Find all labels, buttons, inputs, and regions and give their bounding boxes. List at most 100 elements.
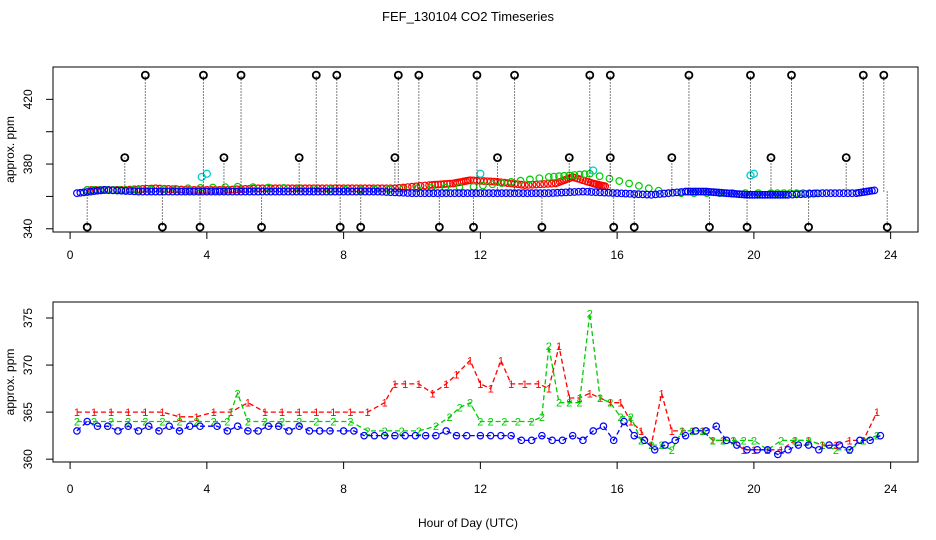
data-point: 2: [245, 417, 251, 429]
data-point: [722, 436, 731, 445]
data-point: [595, 172, 604, 181]
data-point: [549, 189, 557, 197]
data-point: [258, 187, 267, 196]
data-point: [702, 427, 710, 435]
data-point: [103, 422, 112, 431]
data-point: 1: [607, 398, 613, 410]
data-point: 2: [792, 435, 798, 447]
data-point: [596, 188, 604, 197]
data-point: 2: [488, 417, 494, 429]
data-point: 1: [467, 355, 473, 367]
data-point: [450, 189, 459, 198]
data-point: [305, 427, 314, 435]
data-point: [792, 190, 801, 199]
y-tick-label: 365: [21, 402, 35, 422]
spike-point: [742, 222, 752, 232]
data-point: [295, 422, 303, 431]
data-point: 2: [833, 445, 839, 457]
data-point: [876, 431, 885, 440]
data-point: [168, 185, 177, 194]
data-point: [401, 431, 409, 440]
data-point: [788, 190, 797, 199]
spike-point: [879, 70, 889, 80]
y-axis-label: approx. ppm: [3, 349, 17, 416]
data-point: [208, 183, 217, 192]
data-point: [784, 190, 792, 199]
data-point: [814, 189, 822, 198]
data-point: 2: [235, 388, 241, 400]
data-point: [579, 187, 587, 196]
data-point: 1: [443, 379, 449, 391]
data-point: 1: [659, 388, 665, 400]
data-point: [540, 180, 548, 188]
data-point: [155, 187, 164, 196]
data-point: 2: [457, 402, 463, 414]
data-point: [583, 187, 592, 196]
chart-title: FEF_130104 CO2 Timeseries: [382, 9, 554, 24]
data-point: [626, 189, 634, 198]
spike-point: [585, 70, 595, 80]
data-point: 1: [296, 407, 302, 419]
data-point: [673, 188, 681, 197]
data-point: [196, 422, 204, 431]
spike-point: [746, 70, 755, 80]
data-point: 1: [176, 412, 182, 424]
data-point: [497, 179, 506, 187]
data-point: [497, 431, 505, 440]
data-point: [600, 188, 609, 197]
x-tick-label: 0: [67, 248, 74, 262]
data-point: 1: [453, 369, 459, 381]
data-point: [190, 187, 198, 196]
data-point: [644, 184, 653, 193]
data-point: [249, 187, 258, 196]
data-point: [365, 187, 374, 196]
data-point: [343, 187, 352, 196]
data-point: 1: [392, 379, 398, 391]
data-point: [523, 189, 532, 198]
data-point: [704, 187, 713, 196]
data-point: 2: [447, 412, 453, 424]
data-point: [284, 187, 292, 196]
data-point: [108, 186, 117, 195]
data-point: [241, 187, 250, 196]
data-point: [350, 427, 358, 435]
data-point: [797, 190, 805, 199]
spike-point: [311, 70, 321, 80]
data-point: [442, 189, 451, 198]
spike-point: [335, 222, 345, 232]
data-point: [755, 190, 764, 199]
data-point: [553, 188, 562, 197]
spike-point: [787, 70, 796, 80]
spike-point: [804, 222, 813, 232]
data-point: [173, 187, 181, 196]
data-point: 1: [566, 393, 572, 405]
data-point: 1: [819, 440, 825, 452]
data-point: [489, 189, 498, 198]
data-point: [455, 189, 463, 198]
data-point: [479, 181, 487, 190]
data-point: [558, 436, 567, 445]
data-point: 1: [669, 426, 675, 438]
data-point: [519, 189, 528, 198]
data-point: [544, 173, 553, 181]
data-point: 2: [313, 417, 319, 429]
spike-point: [882, 222, 892, 232]
data-point: 2: [515, 417, 521, 429]
spike-point: [257, 222, 266, 232]
data-point: [804, 441, 813, 449]
spike-point: [564, 153, 574, 162]
data-point: [262, 187, 271, 196]
data-point: [207, 187, 216, 196]
data-point: [722, 189, 731, 198]
data-point: [732, 441, 741, 449]
data-point: [339, 427, 348, 435]
data-point: [745, 190, 754, 199]
data-point: [580, 170, 589, 179]
data-point: [815, 445, 823, 454]
data-point: 2: [399, 426, 405, 438]
data-point: [370, 431, 379, 440]
data-point: [403, 183, 412, 192]
data-point: 2: [587, 308, 593, 320]
data-point: [134, 427, 143, 435]
data-point: 1: [416, 379, 422, 391]
